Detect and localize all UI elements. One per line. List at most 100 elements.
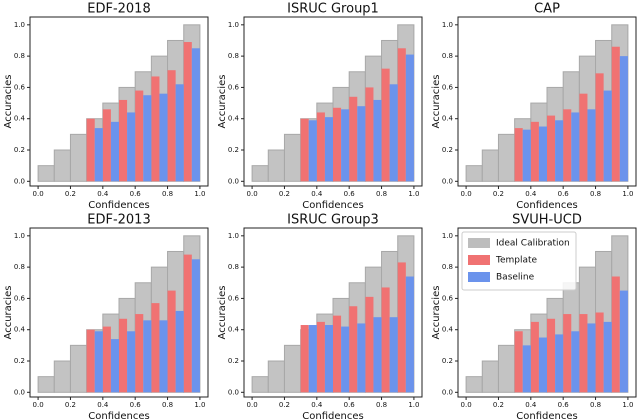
y-tick-label: 0.6 (442, 83, 454, 91)
y-tick-label: 0.4 (442, 115, 454, 123)
bar (333, 107, 342, 182)
ideal-bar (53, 360, 71, 393)
x-tick-label: 0.2 (493, 190, 504, 198)
x-tick-label: 1.0 (408, 401, 419, 409)
bar (324, 117, 333, 182)
x-axis-label: Confidences (516, 200, 577, 211)
x-tick-label: 0.6 (558, 401, 570, 409)
x-tick-label: 0.8 (162, 190, 173, 198)
x-tick-label: 0.8 (162, 401, 173, 409)
x-tick-label: 0.6 (130, 190, 142, 198)
bar (191, 259, 200, 393)
x-tick-label: 0.4 (97, 401, 109, 409)
chart-title: ISRUC Group3 (287, 213, 379, 228)
bar (595, 73, 604, 182)
x-tick-label: 0.0 (247, 190, 258, 198)
chart-title: ISRUC Group1 (287, 2, 379, 17)
x-tick-label: 0.6 (558, 190, 570, 198)
bar (603, 90, 612, 182)
x-tick-label: 0.4 (311, 190, 323, 198)
ideal-bar (37, 165, 55, 182)
ideal-bar (69, 344, 88, 393)
bar (603, 321, 612, 393)
ideal-bar (267, 149, 285, 182)
bar (143, 95, 152, 182)
bar (333, 315, 342, 393)
ideal-bar (37, 376, 55, 393)
ideal-bar (69, 133, 88, 182)
bar (571, 112, 580, 182)
y-tick-label: 0.0 (442, 388, 453, 396)
bar (183, 254, 192, 393)
bar (102, 326, 111, 393)
bar (563, 314, 572, 393)
bar (135, 90, 144, 182)
y-tick-label: 0.6 (442, 294, 454, 302)
ideal-bar (53, 149, 71, 182)
ideal-bar (267, 360, 285, 393)
legend-label: Baseline (496, 273, 535, 283)
y-tick-label: 0.4 (14, 115, 26, 123)
x-axis-label: Confidences (88, 200, 149, 211)
bar (397, 48, 406, 182)
legend-swatch (468, 255, 490, 265)
bar (555, 120, 564, 182)
y-tick-label: 1.0 (442, 232, 453, 240)
bar (167, 290, 176, 393)
bar (405, 54, 414, 182)
ideal-bar (497, 133, 516, 182)
y-tick-label: 0.2 (442, 357, 453, 365)
y-tick-label: 0.8 (228, 263, 239, 271)
bar (324, 325, 333, 393)
bar (514, 331, 523, 393)
legend-label: Template (495, 256, 538, 266)
y-tick-label: 0.8 (442, 263, 453, 271)
ideal-bar (465, 165, 483, 182)
y-tick-label: 1.0 (14, 21, 25, 29)
x-tick-label: 0.4 (525, 401, 537, 409)
x-axis-label: Confidences (302, 411, 363, 420)
bar (530, 321, 539, 393)
bar (341, 109, 350, 182)
x-tick-label: 0.4 (311, 401, 323, 409)
bar (373, 317, 382, 393)
y-axis-label: Accuracies (217, 286, 228, 340)
y-tick-label: 0.8 (228, 52, 239, 60)
axes-frame (457, 16, 637, 187)
legend-swatch (468, 238, 490, 248)
y-tick-label: 0.6 (228, 294, 240, 302)
y-tick-label: 0.2 (442, 146, 453, 154)
y-tick-label: 0.6 (14, 83, 26, 91)
chart-title: CAP (534, 2, 560, 17)
bar (595, 312, 604, 393)
chart-title: EDF-2013 (87, 213, 150, 228)
x-tick-label: 0.0 (247, 401, 258, 409)
bar (175, 84, 184, 182)
y-axis-label: Accuracies (217, 75, 228, 129)
y-tick-label: 0.2 (14, 146, 25, 154)
x-tick-label: 0.4 (97, 190, 109, 198)
x-tick-label: 0.0 (461, 190, 472, 198)
x-tick-label: 1.0 (622, 190, 633, 198)
bar (373, 99, 382, 182)
y-tick-label: 0.8 (14, 52, 25, 60)
legend-box (461, 231, 577, 291)
bar (94, 128, 103, 182)
x-tick-label: 0.8 (590, 190, 601, 198)
bar (397, 262, 406, 393)
bar (300, 118, 309, 182)
bar (587, 323, 596, 393)
y-tick-label: 1.0 (442, 21, 453, 29)
y-tick-label: 0.0 (14, 177, 25, 185)
chart-title: SVUH-UCD (512, 213, 582, 228)
bar (619, 56, 628, 182)
y-tick-label: 1.0 (228, 232, 239, 240)
legend-swatch (468, 272, 490, 282)
x-tick-label: 0.0 (33, 401, 44, 409)
axes-frame (457, 227, 637, 398)
bar (579, 93, 588, 182)
bar (522, 129, 531, 182)
bar (547, 318, 556, 393)
x-tick-label: 0.6 (130, 401, 142, 409)
